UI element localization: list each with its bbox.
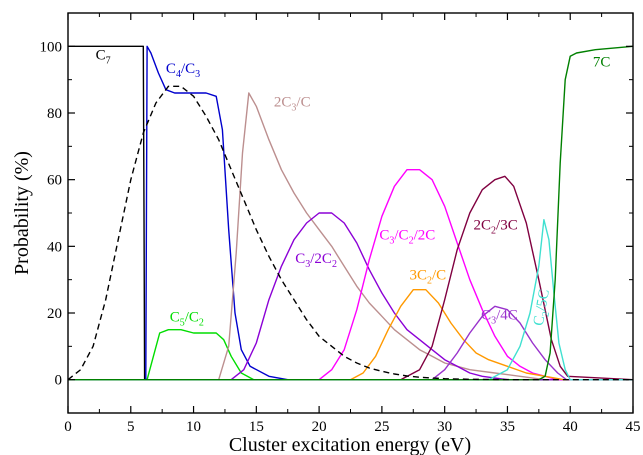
series-line-10 <box>68 45 634 381</box>
x-tick-label: 25 <box>374 419 389 435</box>
series-label-6: 3C2/C <box>410 268 447 287</box>
series-label-9: C2/5C <box>531 288 556 327</box>
x-axis-title: Cluster excitation energy (eV) <box>229 434 471 455</box>
series-line-1 <box>68 45 633 381</box>
series-label-2: C5/C2 <box>170 309 204 328</box>
plot-lines <box>67 45 634 381</box>
series-line-2 <box>68 329 633 381</box>
series-labels: C7 C4/C3 C5/C2 2C3/C C3/2C2 C3/C2/2C 3C2/C 2C2/… <box>96 48 611 329</box>
y-tick-label: 80 <box>47 106 62 122</box>
series-line-3 <box>68 92 633 381</box>
series-line-4 <box>68 212 633 381</box>
ticks: 0 5 10 15 20 25 30 35 40 45 0 20 40 60 80 100 <box>40 12 641 435</box>
series-line-5 <box>68 168 633 381</box>
series-label-1: C4/C3 <box>166 61 200 80</box>
y-axis-title: Probability (%) <box>11 151 33 275</box>
x-tick-label: 30 <box>437 419 452 435</box>
x-tick-label: 40 <box>563 419 578 435</box>
series-label-0: C7 <box>96 48 111 67</box>
series-line-8 <box>68 305 633 381</box>
x-tick-label: 45 <box>626 419 641 435</box>
series-label-5: C3/C2/2C <box>379 228 435 247</box>
x-tick-label: 10 <box>186 419 201 435</box>
series-line-6 <box>68 289 633 381</box>
dashed-envelope-line <box>67 85 633 381</box>
plot-frame <box>67 12 634 414</box>
x-tick-label: 15 <box>249 419 264 435</box>
series-line-9 <box>68 218 633 381</box>
y-tick-label: 100 <box>40 39 63 55</box>
series-label-4: C3/2C2 <box>295 251 337 270</box>
x-tick-label: 5 <box>127 419 135 435</box>
series-label-10: 7C <box>593 54 611 70</box>
series-label-7: 2C2/3C <box>474 218 518 237</box>
series-line-7 <box>68 175 634 381</box>
x-tick-label: 20 <box>312 419 327 435</box>
series-label-3: 2C3/C <box>274 94 311 113</box>
series-label-8: C3/4C <box>481 308 518 327</box>
x-tick-label: 0 <box>64 419 72 435</box>
y-tick-label: 20 <box>47 306 62 322</box>
y-tick-label: 0 <box>55 373 63 389</box>
y-tick-label: 40 <box>47 239 62 255</box>
x-tick-label: 35 <box>500 419 515 435</box>
y-tick-label: 60 <box>47 173 62 189</box>
